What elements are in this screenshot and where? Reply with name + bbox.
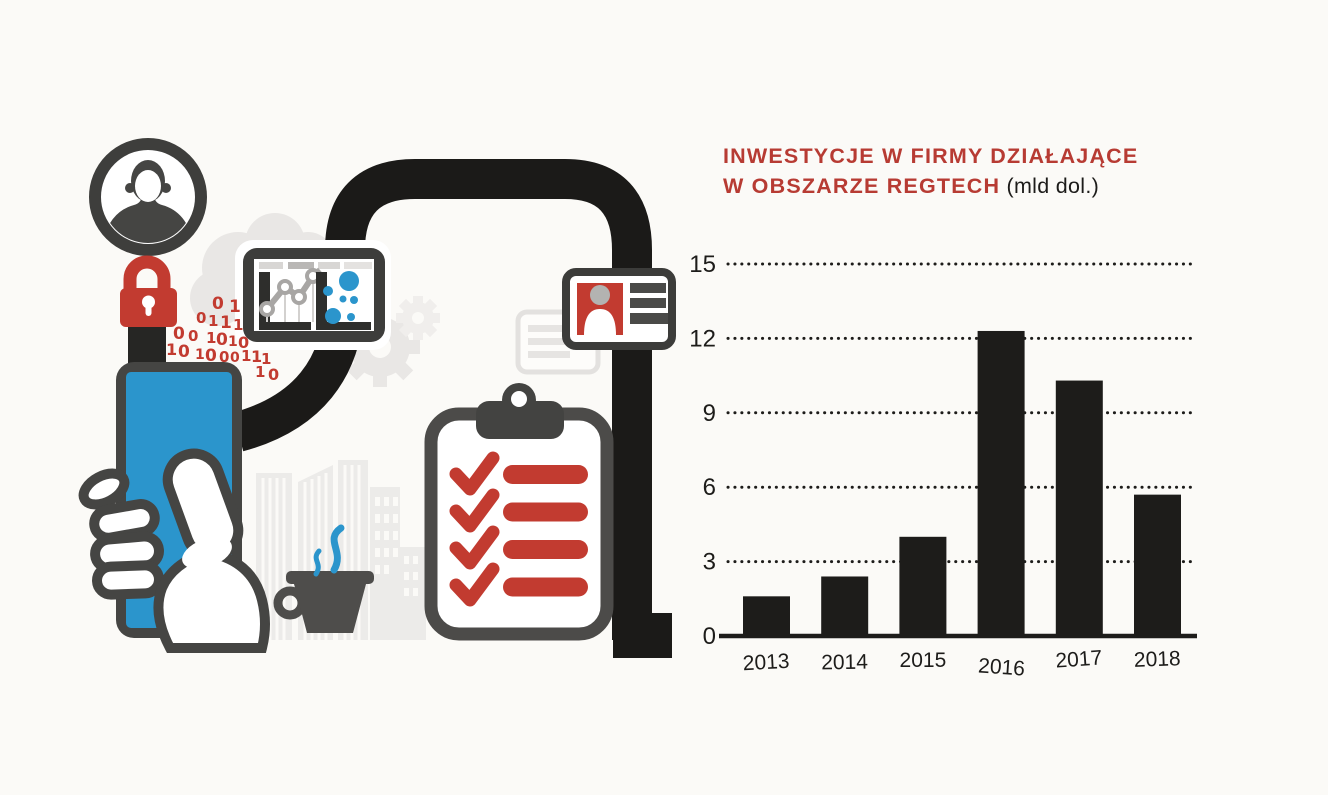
x-tick-label-2018: 2018 <box>1134 647 1181 672</box>
binary-digit: 1 <box>206 329 216 347</box>
bar-2016 <box>977 330 1025 636</box>
binary-digit: 1 <box>220 313 232 333</box>
x-tick-label-2014: 2014 <box>821 651 868 675</box>
y-tick-label: 9 <box>703 400 716 427</box>
checklist-clipboard-icon <box>424 383 614 641</box>
chart-unit-label: (mld dol.) <box>1000 174 1100 198</box>
binary-digit: 1 <box>195 347 205 363</box>
hand <box>78 448 270 653</box>
binary-digit: 0 <box>178 342 190 362</box>
binary-digit: 1 <box>241 347 251 365</box>
binary-digit: 0 <box>188 327 198 345</box>
binary-digit: 1 <box>233 316 243 334</box>
analytics-monitor-icon <box>235 240 391 350</box>
binary-digit: 1 <box>228 334 238 350</box>
binary-digit: 0 <box>173 324 185 344</box>
y-tick-label: 3 <box>703 549 716 576</box>
coffee-cup-icon <box>273 524 374 633</box>
binary-digit: 0 <box>196 309 206 327</box>
binary-digit: 0 <box>268 365 279 384</box>
binary-stream: 0 10 1 1 10 0 1 0 1 01 0 1 0 0 0 1 111 0 <box>166 294 279 384</box>
binary-digit: 1 <box>255 363 265 381</box>
binary-digit: 1 <box>251 347 262 366</box>
bar-2018 <box>1134 494 1181 636</box>
binary-digit: 1 <box>261 350 271 368</box>
bar-2017 <box>1055 380 1103 636</box>
monitor-tab-bar <box>259 262 372 269</box>
binary-digit: 0 <box>205 346 217 366</box>
chart-title-line2: W OBSZARZE REGTECH (mld dol.) <box>723 174 1100 198</box>
checklist-lines <box>503 465 588 597</box>
x-tick-label-2016: 2016 <box>977 654 1025 680</box>
binary-digit: 1 <box>208 312 218 330</box>
padlock-icon <box>120 255 177 368</box>
x-tick-label-2013: 2013 <box>742 650 790 675</box>
y-tick-label: 12 <box>689 325 716 352</box>
chart-title-line1: INWESTYCJE W FIRMY DZIAŁAJĄCE <box>723 144 1139 168</box>
steam-icon <box>313 524 345 577</box>
bar-chart: 0 3 6 9 12 15 2013 2014 2015 2016 2017 2018 <box>689 251 1199 681</box>
user-avatar-icon <box>89 138 207 256</box>
bar-2013 <box>743 596 790 636</box>
binary-digit: 0 <box>238 333 249 352</box>
pipeline-arrow <box>232 159 672 658</box>
smartphone-in-hand-icon <box>78 362 270 653</box>
x-tick-label-2017: 2017 <box>1055 646 1103 672</box>
checkmarks <box>449 451 500 607</box>
x-tick-label-2015: 2015 <box>900 649 947 672</box>
bar-2014 <box>821 576 869 636</box>
chart-title: INWESTYCJE W FIRMY DZIAŁAJĄCE W OBSZARZE… <box>723 141 1138 201</box>
binary-digit: 1 <box>166 340 177 359</box>
y-tick-label: 0 <box>703 623 716 650</box>
y-tick-label: 6 <box>703 474 716 501</box>
binary-digit: 0 <box>216 330 228 350</box>
binary-digit: 1 <box>229 297 241 317</box>
binary-digit: 0 <box>230 350 240 366</box>
monitor-bubble-chart <box>316 271 371 330</box>
monitor-line-chart <box>259 267 322 330</box>
binary-digit: 0 <box>219 348 229 366</box>
y-tick-label: 15 <box>689 251 716 278</box>
id-card-icon <box>562 268 676 350</box>
bar-2015 <box>899 536 947 636</box>
binary-digit: 0 <box>212 294 224 314</box>
